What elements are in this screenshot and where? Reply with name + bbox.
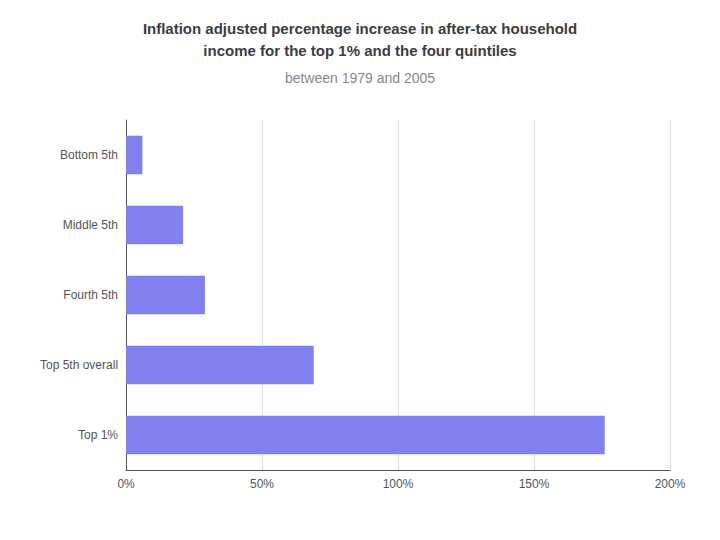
svg-text:Fourth 5th: Fourth 5th: [63, 288, 118, 302]
svg-text:150%: 150%: [519, 477, 550, 491]
svg-text:income for the top 1% and the: income for the top 1% and the four quint…: [203, 42, 516, 59]
svg-text:Middle 5th: Middle 5th: [63, 218, 118, 232]
svg-text:Top 1%: Top 1%: [78, 428, 118, 442]
svg-text:0%: 0%: [117, 477, 135, 491]
svg-text:Top 5th overall: Top 5th overall: [40, 358, 118, 372]
svg-text:Bottom 5th: Bottom 5th: [60, 148, 118, 162]
svg-text:100%: 100%: [383, 477, 414, 491]
svg-text:Inflation adjusted percentage: Inflation adjusted percentage increase i…: [143, 20, 577, 37]
svg-text:200%: 200%: [655, 477, 686, 491]
svg-text:50%: 50%: [250, 477, 274, 491]
svg-text:between 1979 and 2005: between 1979 and 2005: [285, 70, 435, 86]
